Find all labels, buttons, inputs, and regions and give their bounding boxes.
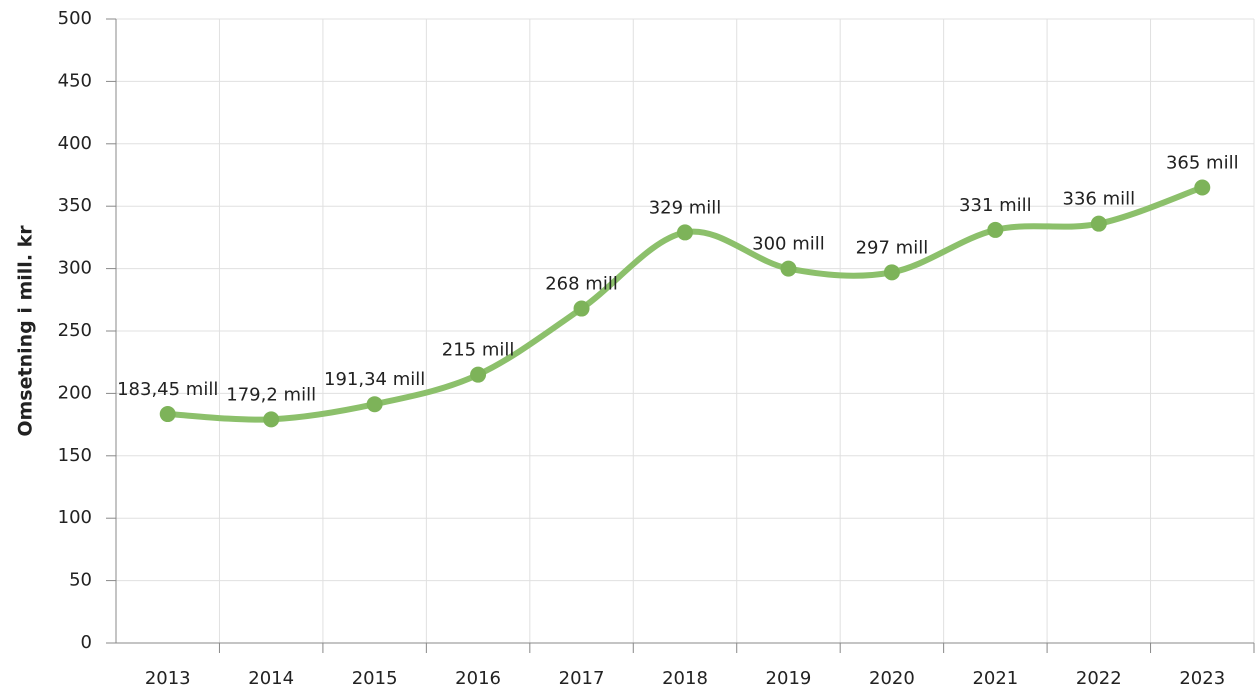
y-tick-label: 350: [58, 195, 92, 216]
data-label: 215 mill: [442, 340, 515, 361]
x-tick-label: 2014: [248, 668, 294, 689]
marker: [1194, 179, 1211, 196]
data-label: 331 mill: [959, 195, 1032, 216]
y-tick-label: 100: [58, 507, 92, 528]
marker: [159, 406, 176, 423]
y-tick-label: 200: [58, 382, 92, 403]
data-label: 300 mill: [752, 234, 825, 255]
marker: [780, 260, 797, 277]
y-tick-label: 150: [58, 445, 92, 466]
y-tick-label: 300: [58, 258, 92, 279]
x-tick-label: 2021: [972, 668, 1018, 689]
marker: [1090, 215, 1107, 232]
x-tick-label: 2019: [766, 668, 812, 689]
x-tick-label: 2013: [145, 668, 191, 689]
x-tick-label: 2020: [869, 668, 915, 689]
marker: [573, 300, 590, 317]
data-label: 179,2 mill: [226, 384, 316, 405]
y-tick-label: 450: [58, 70, 92, 91]
y-axis-label: Omsetning i mill. kr: [15, 225, 37, 437]
marker: [470, 366, 487, 383]
x-tick-label: 2023: [1179, 668, 1225, 689]
data-label: 336 mill: [1063, 189, 1136, 210]
y-tick-label: 400: [58, 133, 92, 154]
marker: [987, 221, 1004, 238]
y-tick-label: 500: [58, 8, 92, 29]
y-tick-label: 250: [58, 320, 92, 341]
x-tick-label: 2017: [559, 668, 605, 689]
data-label: 329 mill: [649, 197, 722, 218]
marker: [677, 224, 693, 241]
y-tick-label: 0: [81, 632, 92, 653]
data-label: 183,45 mill: [117, 379, 218, 400]
marker: [366, 396, 383, 413]
data-label: 268 mill: [545, 274, 618, 295]
marker: [883, 264, 900, 281]
x-tick-label: 2022: [1076, 668, 1122, 689]
x-tick-label: 2016: [455, 668, 501, 689]
marker: [263, 411, 280, 428]
data-label: 191,34 mill: [324, 369, 425, 390]
data-label: 365 mill: [1166, 152, 1239, 173]
x-tick-label: 2018: [662, 668, 708, 689]
x-tick-label: 2015: [352, 668, 398, 689]
data-label: 297 mill: [856, 237, 929, 258]
y-tick-label: 50: [69, 570, 92, 591]
